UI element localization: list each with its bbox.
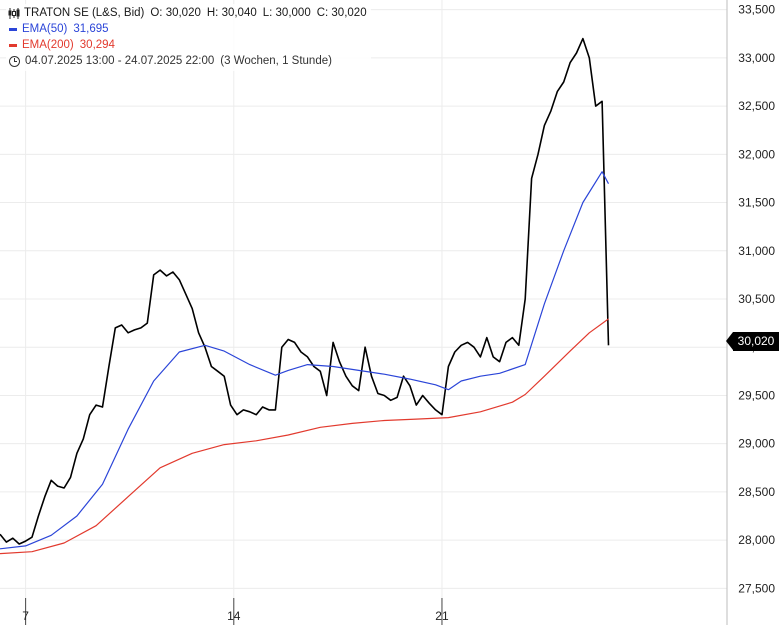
series-layer [0, 37, 610, 555]
y-tick-label: 29,000 [738, 437, 775, 451]
legend-ema50-row[interactable]: EMA(50) 31,695 [8, 21, 367, 37]
x-tick-label: 14 [227, 609, 241, 623]
legend-high: H: 30,040 [206, 7, 257, 19]
candlestick-icon [8, 7, 20, 19]
legend-period: (3 Wochen, 1 Stunde) [220, 55, 332, 67]
legend-ema200-label: EMA(200) [22, 39, 74, 51]
y-tick-label: 33,000 [738, 51, 775, 65]
y-tick-label: 31,000 [738, 244, 775, 258]
legend-low: L: 30,000 [262, 7, 311, 19]
legend-ema200-row[interactable]: EMA(200) 30,294 [8, 37, 367, 53]
legend-ema50-value: 31,695 [73, 23, 109, 35]
y-tick-label: 33,500 [738, 3, 775, 17]
y-tick-label: 32,500 [738, 99, 775, 113]
y-tick-label: 28,000 [738, 533, 775, 547]
legend-instrument: TRATON SE (L&S, Bid) [24, 7, 145, 19]
legend-ema200-value: 30,294 [79, 39, 115, 51]
legend-time-row: 04.07.2025 13:00 - 24.07.2025 22:00 (3 W… [8, 53, 367, 69]
legend-instrument-row: TRATON SE (L&S, Bid) O: 30,020 H: 30,040… [8, 5, 367, 21]
y-tick-label: 27,500 [738, 581, 775, 595]
ema50-swatch [9, 27, 17, 31]
ema50-series-line [0, 171, 610, 550]
last-price-label: 30,020 [726, 332, 779, 351]
y-tick-label: 32,000 [738, 147, 775, 161]
price-series-line [0, 37, 610, 545]
grid [0, 0, 727, 598]
legend-close: C: 30,020 [316, 7, 367, 19]
legend-open: O: 30,020 [150, 7, 201, 19]
y-tick-label: 30,500 [738, 292, 775, 306]
y-tick-label: 31,500 [738, 196, 775, 210]
ema200-swatch [9, 43, 17, 47]
y-tick-label: 28,500 [738, 485, 775, 499]
ema200-series-line [0, 318, 609, 555]
axes: 27,50028,00028,50029,00029,50030,00030,5… [22, 0, 775, 625]
x-tick-label: 7 [22, 609, 29, 623]
legend-ema50-label: EMA(50) [22, 23, 68, 35]
y-tick-label: 29,500 [738, 388, 775, 402]
chart-legend: TRATON SE (L&S, Bid) O: 30,020 H: 30,040… [6, 4, 371, 71]
clock-icon [9, 55, 20, 67]
legend-date-range: 04.07.2025 13:00 - 24.07.2025 22:00 [25, 55, 215, 67]
x-tick-label: 21 [435, 609, 449, 623]
